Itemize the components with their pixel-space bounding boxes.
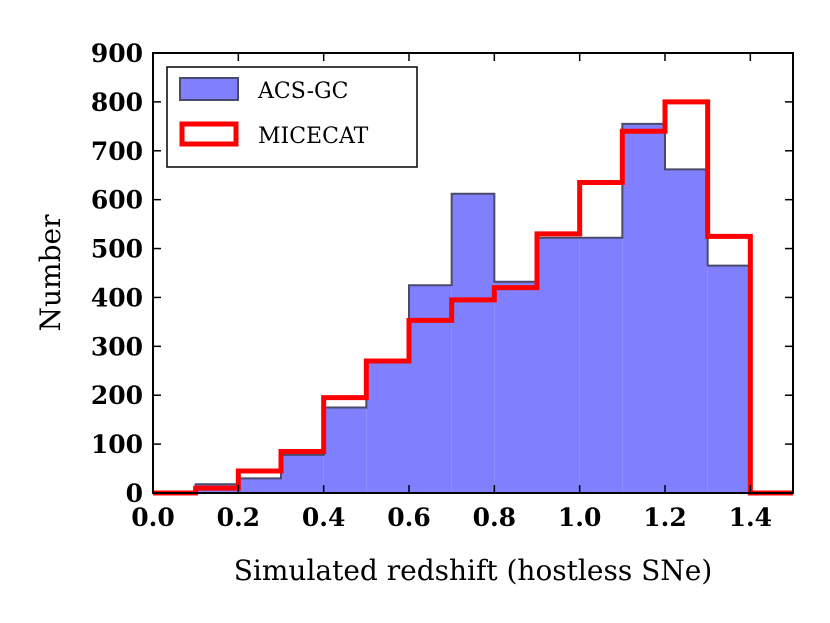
y-tick-label: 600 [91, 186, 143, 215]
acs-gc-bar [281, 454, 324, 493]
x-tick-label: 1.2 [643, 503, 687, 532]
x-tick-label: 0.2 [217, 503, 261, 532]
x-tick-label: 0.8 [473, 503, 517, 532]
legend: ACS-GC MICECAT [166, 66, 418, 168]
y-tick-label: 800 [91, 88, 143, 117]
plot-frame [152, 52, 794, 494]
x-tick-label: 0.4 [302, 503, 346, 532]
acs-gc-outline [153, 122, 793, 494]
acs-gc-bar [622, 123, 665, 493]
micecat-step-layer [153, 99, 793, 496]
acs-gc-bar [238, 478, 281, 493]
acs-gc-bar [409, 285, 452, 493]
acs-gc-bar [579, 237, 623, 493]
y-tick-label: 300 [91, 332, 143, 361]
y-axis-label: Number [34, 214, 67, 332]
y-tick-label: 500 [91, 235, 143, 264]
legend-label-micecat: MICECAT [258, 124, 369, 149]
x-tick-label: 0.6 [387, 503, 431, 532]
acs-gc-bar [323, 407, 367, 493]
legend-label-acs-gc: ACS-GC [257, 79, 348, 104]
x-tick-label: 0.0 [131, 503, 175, 532]
y-tick-label: 700 [91, 137, 143, 166]
acs-gc-bar [366, 361, 409, 493]
micecat-step-line [153, 99, 793, 496]
y-tick-label: 0 [126, 479, 143, 508]
y-tick-label: 400 [91, 283, 143, 312]
acs-gc-bar [537, 237, 580, 493]
acs-gc-bar [707, 265, 751, 493]
axis-ticks: 0.0 0.2 0.4 0.6 0.8 1.0 1.2 1.4 0 100 200 300 400 500… [91, 39, 793, 532]
acs-gc-bars [153, 122, 793, 494]
y-tick-label: 100 [91, 430, 143, 459]
legend-swatch-micecat [179, 121, 239, 147]
x-tick-label: 1.4 [729, 503, 773, 532]
acs-gc-bar [494, 281, 537, 493]
acs-gc-bar [665, 169, 708, 493]
acs-gc-bar [451, 193, 495, 494]
x-axis-label: Simulated redshift (hostless SNe) [234, 554, 713, 587]
legend-swatch-acs-gc [179, 77, 239, 101]
x-tick-label: 1.0 [558, 503, 602, 532]
y-tick-label: 200 [91, 381, 143, 410]
y-tick-label: 900 [91, 39, 143, 68]
